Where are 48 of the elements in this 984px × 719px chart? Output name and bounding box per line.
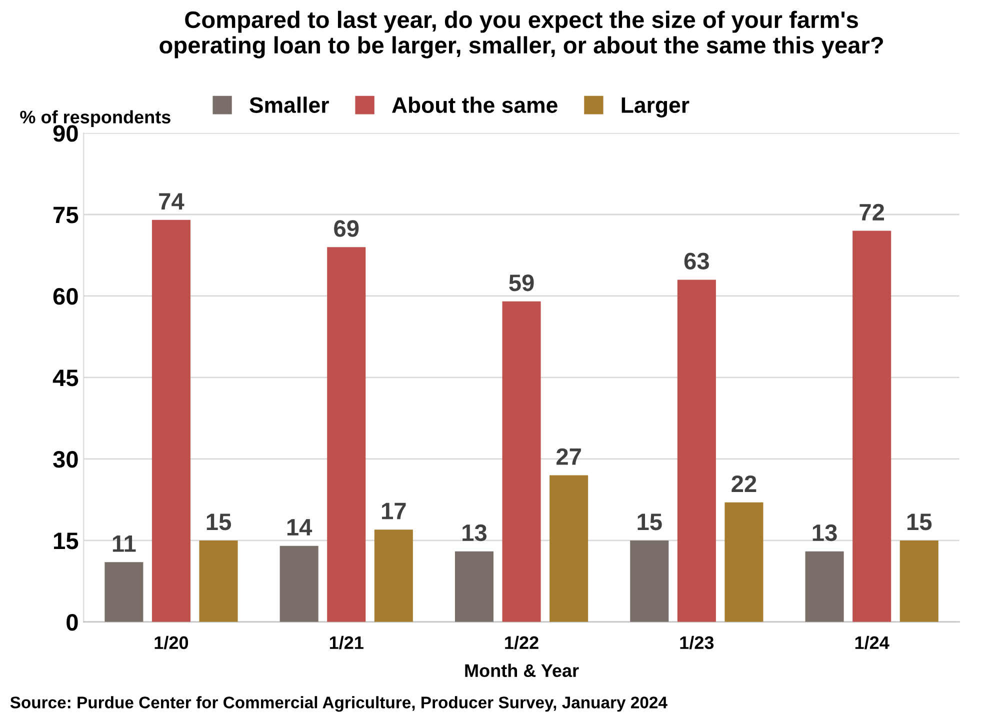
data-label: 63 [684,252,709,270]
data-label: 74 [159,193,184,210]
x-tick-label: 1/24 [855,636,890,650]
bar [327,247,366,622]
y-tick-label: 45 [52,370,78,386]
bar [805,551,844,622]
bar [502,301,541,622]
bar [374,530,413,622]
data-label: 69 [334,220,359,237]
x-tick-label: 1/23 [680,636,714,650]
data-label: 72 [860,204,884,220]
bar [550,475,588,622]
data-label: 15 [638,514,662,530]
bar [677,280,716,622]
data-label: 15 [206,514,231,530]
bar [630,540,669,622]
x-axis-title: Month & Year [465,664,579,678]
chart-title: Compared to last year, do you expect the size of your farm's operating loan to be larger, smaller, or about the same this year? [160,10,883,58]
bar [280,546,318,622]
y-tick-label: 60 [53,288,78,305]
legend-label: About the same [392,96,558,113]
y-tick-label: 0 [66,614,78,631]
data-label: 17 [382,502,406,520]
legend-label: Smaller [250,96,329,113]
bar [152,220,190,622]
data-label: 59 [509,274,534,292]
data-label: 14 [287,519,312,536]
bar [454,551,494,622]
y-tick-label: 90 [53,125,78,142]
y-tick-label: 15 [54,532,78,550]
data-label: 13 [462,524,487,542]
data-label: 22 [732,475,756,492]
y-tick-label: 75 [54,206,78,224]
data-label: 11 [112,535,136,552]
bar [104,562,144,622]
bar [199,540,238,622]
data-label: 13 [812,524,837,542]
legend-label: Larger [622,97,690,118]
bar [900,540,938,622]
y-tick-label: 30 [53,451,78,468]
x-tick-label: 1/21 [330,636,364,650]
x-tick-label: 1/20 [154,636,188,650]
source-note: Source: Purdue Center for Commercial Agriculture, Producer Survey, January 2024 [10,696,668,712]
data-label: 15 [907,514,932,530]
bar [852,230,892,622]
bar [724,502,764,622]
x-tick-label: 1/22 [505,636,538,650]
data-label: 27 [556,448,581,465]
